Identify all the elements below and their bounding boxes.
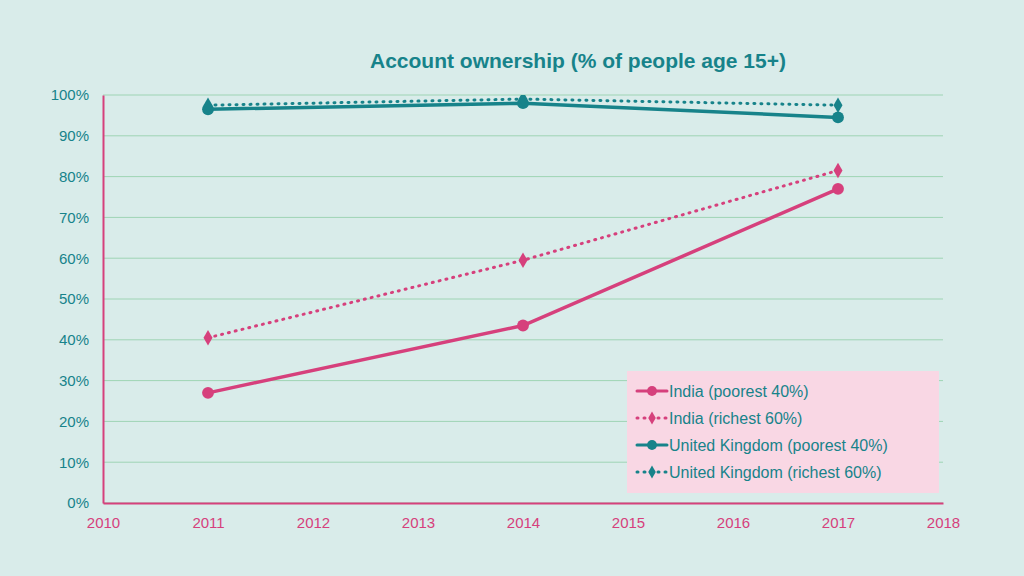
y-tick-label: 0% [67,494,89,511]
y-tick: 30% [59,372,103,389]
x-tick: 2018 [927,503,960,531]
series-marker [832,183,844,195]
y-tick: 100% [51,86,103,103]
x-tick: 2014 [507,503,540,531]
y-axis: 0% 10% 20% 30% 40% 50% 60% 70% 80% 90% 100% [51,86,104,511]
x-tick: 2013 [402,503,435,531]
legend: India (poorest 40%) India (richest 60%) Un… [627,371,939,493]
x-tick: 2017 [822,503,855,531]
x-tick-label: 2015 [612,514,645,531]
series-marker [202,387,214,399]
grid [103,95,943,503]
grid-line [103,503,943,504]
y-tick-label: 80% [59,168,89,185]
y-tick: 40% [59,331,103,348]
y-tick: 70% [59,209,103,226]
series-marker [204,97,213,113]
y-tick-label: 100% [51,86,89,103]
grid-line [103,339,943,340]
plot-area [202,95,844,399]
y-tick: 0% [67,494,103,511]
legend-item: United Kingdom (poorest 40%) [637,437,888,454]
y-tick-label: 30% [59,372,89,389]
legend-marker [647,386,657,396]
y-tick: 60% [59,250,103,267]
y-tick: 50% [59,290,103,307]
y-tick-label: 70% [59,209,89,226]
x-tick: 2011 [192,503,224,531]
grid-line [103,217,943,218]
series-marker [204,330,213,346]
y-tick-label: 90% [59,127,89,144]
x-axis-line [104,503,944,505]
y-tick: 10% [59,454,103,471]
legend-marker [648,465,656,478]
y-tick-label: 10% [59,454,89,471]
x-tick-label: 2013 [402,514,435,531]
y-tick-label: 50% [59,290,89,307]
y-tick: 90% [59,127,103,144]
y-tick-label: 20% [59,413,89,430]
series-marker [519,95,528,107]
legend-item: India (poorest 40%) [637,383,809,400]
legend-label: India (richest 60%) [669,410,802,427]
legend-label: United Kingdom (richest 60%) [669,464,882,481]
grid-line [103,135,943,136]
x-tick: 2016 [717,503,750,531]
legend-item: United Kingdom (richest 60%) [637,464,882,481]
title: Account ownership (% of people age 15+) [370,49,786,72]
x-tick-label: 2017 [822,514,855,531]
chart: Account ownership (% of people age 15+) 0… [0,0,1024,576]
series-marker [834,97,843,113]
background [0,0,1024,576]
x-tick: 2010 [87,503,120,531]
legend-label: United Kingdom (poorest 40%) [669,437,888,454]
series-line [208,170,838,337]
y-tick-label: 60% [59,250,89,267]
grid-line [103,299,943,300]
legend-label: India (poorest 40%) [669,383,809,400]
x-tick-label: 2018 [927,514,960,531]
y-tick-label: 40% [59,331,89,348]
series-marker [517,320,529,332]
x-tick-label: 2014 [507,514,540,531]
y-axis-line [103,96,105,504]
y-tick: 20% [59,413,103,430]
series-marker [834,163,843,179]
series-marker [832,112,844,124]
legend-item: India (richest 60%) [637,410,802,427]
series-line [208,189,838,393]
x-tick-label: 2010 [87,514,120,531]
x-tick-label: 2011 [192,514,224,531]
legend-marker [648,411,656,424]
x-tick-label: 2016 [717,514,750,531]
x-tick: 2012 [297,503,330,531]
legend-background [627,371,939,493]
x-tick-label: 2012 [297,514,330,531]
x-tick: 2015 [612,503,645,531]
x-axis: 2010 2011 2012 2013 2014 2015 2016 2017 2018 [87,503,960,531]
series-marker [519,252,528,268]
legend-marker [647,440,657,450]
y-tick: 80% [59,168,103,185]
